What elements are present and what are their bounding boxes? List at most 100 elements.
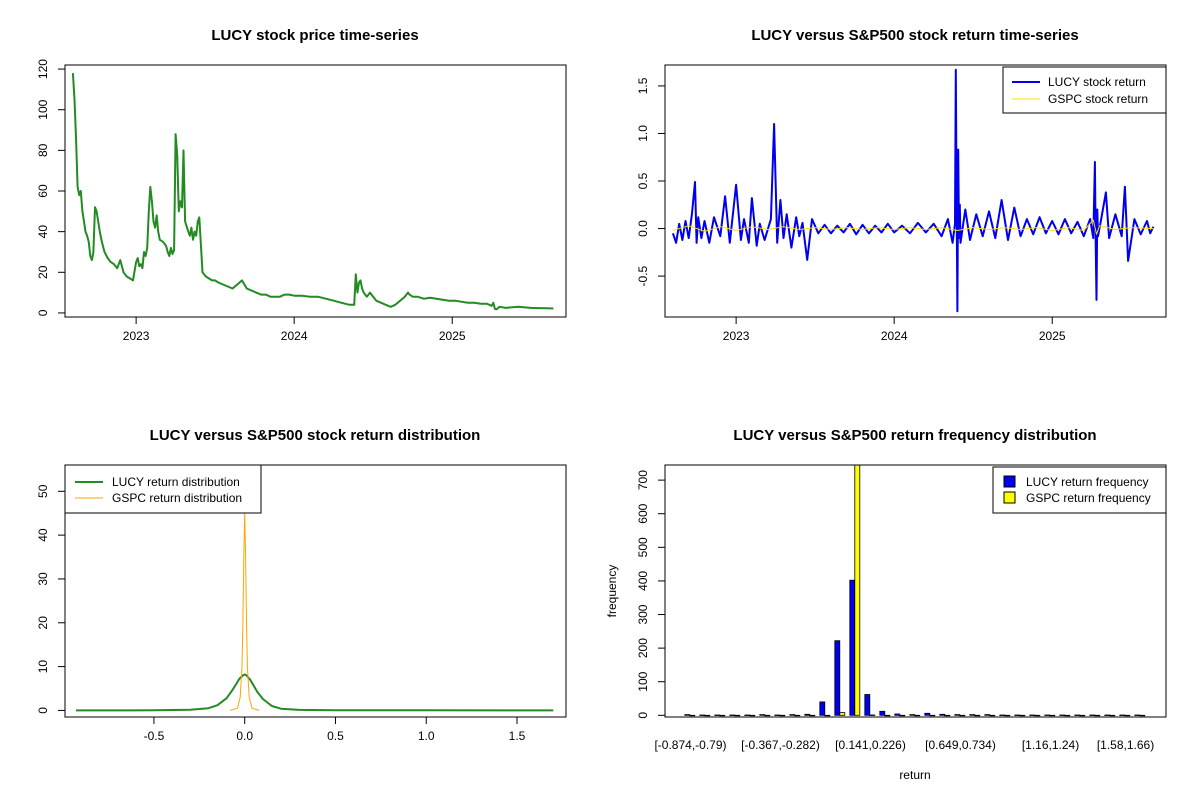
frequency-bar-lucy: [714, 714, 721, 716]
frequency-chart-axes: 0 100 200 300 400 500 600 700 [-0.874,-0.79) [-0.…: [636, 470, 1154, 752]
returns-series-1-line: [672, 219, 1154, 235]
density-y-tick-label: 40: [36, 528, 50, 542]
frequency-bar-gspc: [1034, 714, 1041, 717]
frequency-x-axis-label: return: [899, 768, 930, 782]
frequency-y-tick-label: 0: [636, 712, 650, 719]
frequency-bar-gspc: [824, 714, 831, 717]
frequency-bar-lucy: [684, 714, 691, 716]
return-chart-axes: 2023 2024 2025 -0.5 0.0 0.5 1.0 1.5: [636, 77, 1066, 343]
returns-x-tick-label: 2024: [881, 329, 908, 343]
frequency-bar-gspc: [884, 714, 891, 717]
frequency-bar-lucy: [774, 714, 781, 716]
density-y-tick-label: 20: [36, 616, 50, 630]
returns-series-0-line: [671, 68, 1155, 313]
frequency-bar-gspc: [1064, 714, 1071, 717]
returns-x-tick-label: 2023: [723, 329, 750, 343]
price-y-tick-label: 60: [36, 184, 50, 198]
density-series-0-line: [75, 673, 554, 712]
price-y-tick-label: 100: [36, 99, 50, 119]
frequency-bar-lucy: [879, 710, 886, 716]
frequency-x-tick-label: [0.649,0.734): [925, 738, 996, 752]
frequency-bar-lucy: [909, 714, 916, 716]
frequency-bar-lucy: [954, 714, 961, 716]
density-x-tick-label: -0.5: [144, 729, 165, 743]
frequency-bar-gspc: [929, 714, 936, 717]
frequency-y-tick-label: 200: [636, 638, 650, 658]
frequency-bar-lucy: [1074, 714, 1081, 716]
price-chart-data: [71, 73, 554, 311]
returns-y-tick-label: 1.0: [636, 125, 650, 142]
density-chart-title: LUCY versus S&P500 stock return distribu…: [150, 427, 481, 444]
frequency-bar-gspc: [734, 714, 741, 717]
frequency-bar-gspc: [914, 714, 921, 717]
price-x-tick-label: 2025: [439, 329, 466, 343]
return-legend-label-lucy: LUCY stock return: [1048, 75, 1146, 89]
frequency-bar-lucy: [1104, 714, 1111, 716]
frequency-bar-gspc: [719, 714, 726, 717]
frequency-bar-gspc: [989, 714, 996, 717]
frequency-bar-lucy: [789, 714, 796, 716]
density-x-tick-label: 0.0: [236, 729, 253, 743]
frequency-chart-legend: LUCY return frequency GSPC return freque…: [992, 466, 1167, 514]
frequency-bar-gspc: [1109, 714, 1116, 717]
price-y-tick-label: 20: [36, 265, 50, 279]
return-chart-data: [671, 68, 1155, 313]
frequency-x-tick-label: [-0.367,-0.282): [741, 738, 820, 752]
frequency-bar-lucy: [984, 714, 991, 716]
price-chart-frame: [64, 64, 567, 318]
density-legend-label-gspc: GSPC return distribution: [112, 491, 242, 505]
return-legend-label-gspc: GSPC stock return: [1048, 92, 1148, 106]
frequency-y-tick-label: 100: [636, 671, 650, 691]
density-y-tick-label: 10: [36, 660, 50, 674]
return-chart-title: LUCY versus S&P500 stock return time-ser…: [751, 27, 1078, 44]
frequency-bar-gspc: [839, 712, 846, 716]
frequency-legend-box: [992, 466, 1167, 514]
density-chart-legend: LUCY return distribution GSPC return dis…: [64, 464, 262, 514]
frequency-bar-lucy: [1044, 714, 1051, 716]
price-chart-panel: LUCY stock price time-series 2023 2024 202…: [36, 27, 567, 343]
density-series-1-line: [230, 512, 260, 711]
frequency-bar-gspc: [899, 714, 906, 717]
price-y-tick-label: 0: [36, 309, 50, 316]
frequency-x-tick-label: [1.58,1.66): [1097, 738, 1154, 752]
frequency-bar-lucy: [849, 579, 856, 716]
frequency-bar-lucy: [744, 714, 751, 716]
frequency-bar-gspc: [704, 714, 711, 717]
frequency-bar-lucy: [1014, 714, 1021, 716]
frequency-bar-gspc: [974, 714, 981, 717]
frequency-chart-panel: LUCY versus S&P500 return frequency dist…: [605, 427, 1167, 782]
frequency-bar-gspc: [869, 714, 876, 716]
frequency-bar-lucy: [924, 712, 931, 716]
frequency-chart-data: [684, 464, 1146, 717]
price-y-tick-label: 120: [36, 59, 50, 79]
frequency-bar-gspc: [854, 464, 861, 716]
density-y-tick-label: 50: [36, 484, 50, 498]
returns-y-tick-label: 0.5: [636, 172, 650, 189]
returns-x-tick-label: 2025: [1039, 329, 1066, 343]
return-legend-box: [1002, 66, 1167, 114]
frequency-bar-lucy: [1029, 714, 1036, 716]
price-chart-axes: 2023 2024 2025 0 20 40 60 80 100 120: [36, 59, 466, 343]
frequency-bar-lucy: [1059, 714, 1066, 716]
frequency-legend-swatch-gspc: [1003, 491, 1016, 504]
frequency-y-tick-label: 300: [636, 604, 650, 624]
frequency-bar-lucy: [699, 714, 706, 716]
frequency-bar-gspc: [1049, 714, 1056, 717]
frequency-bar-lucy: [969, 714, 976, 716]
frequency-legend-label-gspc: GSPC return frequency: [1026, 491, 1151, 505]
frequency-bar-gspc: [794, 714, 801, 717]
frequency-x-tick-label: [-0.874,-0.79): [654, 738, 726, 752]
frequency-bar-gspc: [1094, 714, 1101, 717]
frequency-bar-lucy: [864, 694, 871, 716]
frequency-bar-gspc: [1079, 714, 1086, 717]
return-chart-legend: LUCY stock return GSPC stock return: [1002, 66, 1167, 114]
frequency-bar-gspc: [749, 714, 756, 717]
frequency-bar-gspc: [689, 714, 696, 717]
frequency-chart-frame: [664, 464, 1167, 718]
density-chart-data: [75, 512, 554, 712]
density-legend-box: [64, 464, 262, 514]
frequency-y-tick-label: 600: [636, 503, 650, 523]
price-chart-title: LUCY stock price time-series: [211, 27, 418, 44]
frequency-legend-label-lucy: LUCY return frequency: [1026, 475, 1149, 489]
